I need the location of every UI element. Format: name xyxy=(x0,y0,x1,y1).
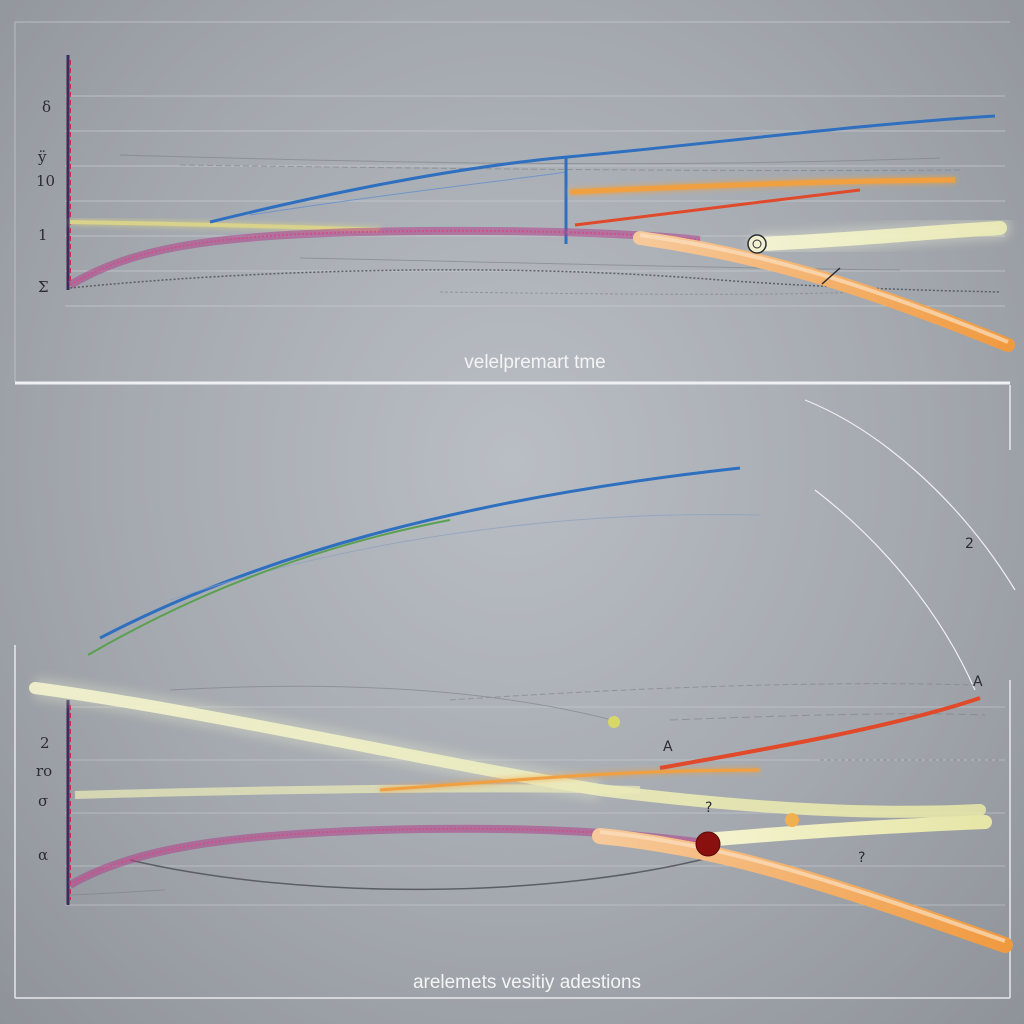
series-orange-bottom xyxy=(379,768,761,792)
series-magenta-top xyxy=(67,226,701,289)
frame-bottom xyxy=(14,385,1011,999)
marker-small-dot xyxy=(608,716,799,827)
series-yellow-bottom xyxy=(29,677,986,818)
y-tick-label: Σ xyxy=(38,278,49,296)
series-yellow-top xyxy=(749,217,1011,255)
y-tick-label: α xyxy=(38,846,48,864)
y-axis-bottom xyxy=(66,700,71,905)
y-tick-label: σ xyxy=(38,792,48,810)
background-strands-bottom xyxy=(69,683,1000,896)
series-gray-bottom xyxy=(129,854,721,891)
y-tick-label: ro xyxy=(36,762,52,780)
series-yellow-right-bottom xyxy=(698,815,992,847)
annotation: ? xyxy=(858,850,865,866)
series-green-bottom xyxy=(87,519,451,656)
annotation: A xyxy=(973,674,983,690)
series-orange-top xyxy=(569,177,956,195)
y-axis-top xyxy=(66,55,71,290)
gridlines-top xyxy=(14,21,1010,382)
y-tick-label: ÿ xyxy=(37,148,47,166)
y-tick-labels-bottom: 2 ro σ α xyxy=(36,734,52,864)
y-tick-labels-top: δ ÿ 10 1 Σ xyxy=(36,98,55,296)
panel-bottom: 2 ro σ α xyxy=(14,385,1016,999)
y-tick-label: 10 xyxy=(36,172,55,190)
chart-caption-top: velelpremart tme xyxy=(464,352,606,373)
thin-arcs xyxy=(804,399,1016,691)
series-orange-tube-bottom xyxy=(592,828,1013,953)
series-gray-top xyxy=(69,269,1001,293)
chart-caption-bottom: arelemets vesitiy adestions xyxy=(413,972,641,993)
series-blue-bottom xyxy=(99,466,761,640)
panel-top: δ ÿ 10 1 Σ xyxy=(14,21,1015,385)
annotation: ? xyxy=(705,800,712,816)
series-red-bottom xyxy=(659,696,981,770)
marker-open-circle xyxy=(747,234,767,254)
series-red-top xyxy=(574,188,861,227)
series-orange-tube-top xyxy=(633,231,1015,352)
marker-filled-dot xyxy=(695,831,721,857)
annotation: 2 xyxy=(965,536,974,552)
y-tick-label: 2 xyxy=(40,734,50,752)
y-tick-label: 1 xyxy=(38,226,48,244)
annotation: A xyxy=(663,739,673,755)
y-tick-label: δ xyxy=(42,98,51,116)
